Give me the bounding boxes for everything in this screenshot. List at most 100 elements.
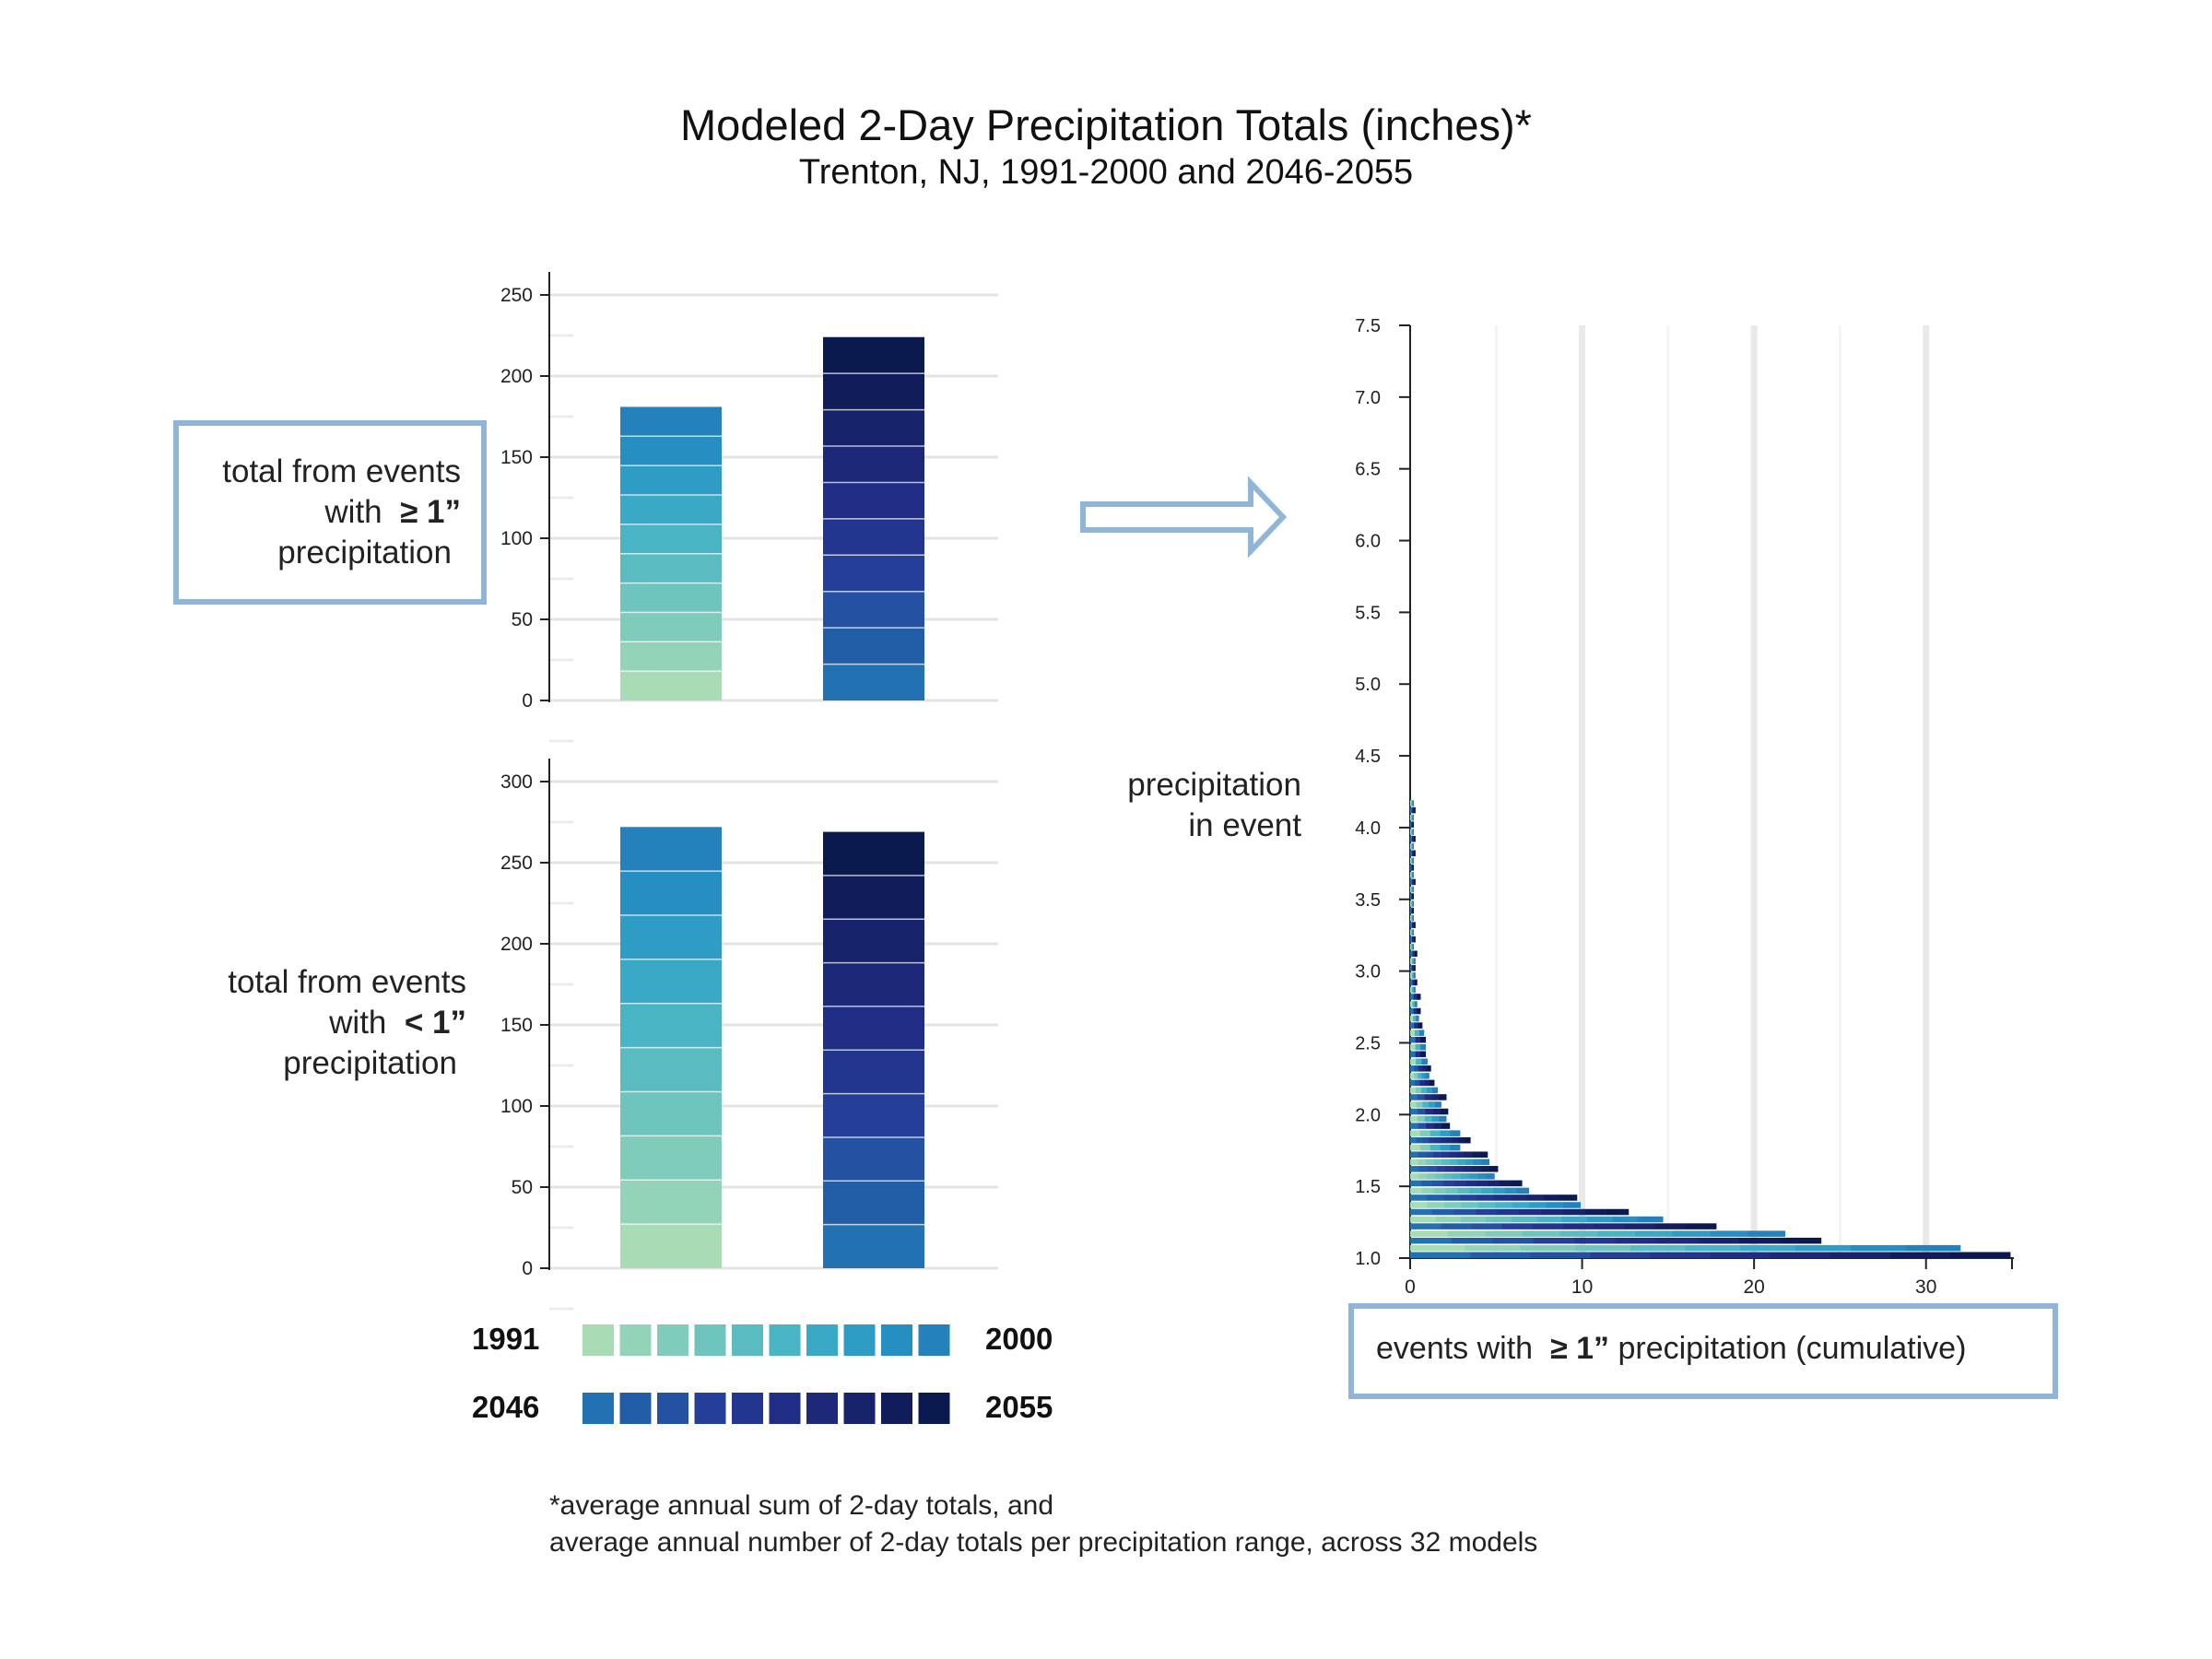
top-chart-bar-2046-2055-segment — [823, 555, 924, 592]
right-chart-bar-1991-2000-segment — [1536, 1216, 1562, 1223]
right-chart-bar-2046-2055-segment — [1476, 1208, 1499, 1216]
right-chart-bar-1991-2000-segment — [1460, 1173, 1470, 1180]
right-chart-bar-2046-2055-segment — [1443, 1194, 1461, 1201]
right-chart-bar-2046-2055-segment — [1441, 1223, 1472, 1230]
right-chart-bar-1991-2000-segment — [1410, 1001, 1413, 1007]
right-chart-bar-2046-2055-segment — [1410, 1180, 1422, 1187]
right-chart-ytick-label: 1.5 — [1355, 1177, 1381, 1197]
legend-swatch-2046-2055 — [582, 1393, 614, 1424]
bottom-chart-ytick-label: 50 — [512, 1177, 533, 1198]
right-chart-xtick-label: 0 — [1405, 1277, 1416, 1298]
right-chart-bar-2046-2055-segment — [1624, 1223, 1655, 1230]
right-chart-bar-2046-2055-segment — [1510, 1194, 1527, 1201]
right-chart-bar-1991-2000-segment — [1411, 943, 1413, 950]
right-chart-bar-2046-2055-segment — [1433, 1123, 1442, 1129]
chart-subtitle: Trenton, NJ, 1991-2000 and 2046-2055 — [798, 153, 1414, 192]
right-xlabel-box — [1348, 1303, 2058, 1399]
right-chart-bar-2046-2055-segment — [1425, 1151, 1434, 1159]
right-chart-bar-2046-2055-segment — [1445, 1166, 1454, 1172]
right-chart-bar-1991-2000-segment — [1421, 1073, 1426, 1079]
right-chart-bar-2046-2055-segment — [1426, 1065, 1431, 1072]
right-chart-bar-1991-2000-segment — [1412, 943, 1415, 950]
right-chart-bar-1991-2000-segment — [1410, 1244, 1466, 1252]
right-chart-bar-1991-2000-segment — [1445, 1187, 1458, 1194]
right-chart-bar-2046-2055-segment — [1410, 893, 1412, 900]
right-chart-bar-1991-2000-segment — [1412, 814, 1415, 821]
right-xlabel-pre: events with — [1376, 1331, 1534, 1366]
right-chart-bar-1991-2000-segment — [1411, 958, 1415, 965]
right-chart-bar-2046-2055-segment — [1418, 1022, 1423, 1029]
bottom-chart-bar-1991-2000-segment — [620, 1180, 722, 1225]
right-chart-bar-2046-2055-segment — [1446, 1136, 1453, 1144]
bottom-chart-bar-1991-2000-segment — [620, 1003, 722, 1048]
right-chart-bar-2046-2055-segment — [1410, 965, 1413, 971]
right-chart-bar-1991-2000-segment — [1433, 1187, 1446, 1194]
bottom-chart-bar-1991-2000-segment — [620, 959, 722, 1004]
right-chart-bar-1991-2000-segment — [1529, 1202, 1547, 1208]
right-chart-bar-2046-2055-segment — [1460, 1194, 1477, 1201]
right-chart-bar-1991-2000-segment — [1410, 1087, 1417, 1094]
right-chart-bar-2046-2055-segment — [1424, 1079, 1430, 1087]
right-chart-bar-1991-2000-segment — [1461, 1202, 1479, 1208]
right-chart-bar-2046-2055-segment — [1493, 1194, 1511, 1201]
legend-swatch-2046-2055 — [806, 1393, 838, 1424]
top-chart-bar-1991-2000-segment — [620, 524, 722, 554]
right-chart-ytick-label: 5.5 — [1355, 603, 1381, 623]
legend-swatch-1991-2000 — [843, 1324, 876, 1356]
right-chart-bar-2046-2055-segment — [1439, 1094, 1447, 1100]
right-chart-bar-2046-2055-segment — [1479, 1151, 1488, 1159]
right-chart-bar-1991-2000-segment — [1477, 1202, 1496, 1208]
right-chart-bar-2046-2055-segment — [1410, 1151, 1418, 1159]
top-chart-bar-2046-2055-segment — [823, 482, 924, 519]
right-chart-bar-1991-2000-segment — [1430, 1144, 1441, 1151]
bottom-label: total from events with < 1” precipitatio… — [175, 962, 466, 1084]
right-chart-bar-2046-2055-segment — [1420, 1036, 1427, 1043]
right-chart-bar-2046-2055-segment — [1416, 1136, 1423, 1144]
right-chart-bar-2046-2055-segment — [1410, 1094, 1418, 1100]
right-chart-bar-1991-2000-segment — [1435, 1216, 1462, 1223]
top-chart-bar-1991-2000-segment — [620, 465, 722, 496]
right-chart-bar-1991-2000-segment — [1411, 972, 1415, 979]
right-chart-bar-2046-2055-segment — [1410, 1051, 1416, 1058]
bottom-chart-ytick-label: 100 — [500, 1096, 533, 1117]
right-chart-bar-2046-2055-segment — [1526, 1194, 1545, 1201]
right-chart-bar-1991-2000-segment — [1413, 1015, 1417, 1022]
right-chart-bar-2046-2055-segment — [1412, 907, 1415, 914]
right-chart-bar-2046-2055-segment — [1410, 907, 1412, 914]
right-chart-bar-1991-2000-segment — [1457, 1159, 1466, 1166]
footnote: *average annual sum of 2-day totals, and… — [549, 1488, 1537, 1561]
right-chart-bar-1991-2000-segment — [1435, 1173, 1444, 1180]
right-chart-bar-1991-2000-segment — [1410, 1043, 1416, 1051]
bottom-chart-bar-2046-2055-segment — [823, 1093, 924, 1137]
right-chart-bar-1991-2000-segment — [1411, 814, 1413, 821]
right-chart-bar-2046-2055-segment — [1413, 994, 1418, 1000]
right-chart-bar-2046-2055-segment — [1519, 1208, 1542, 1216]
right-chart-bar-2046-2055-segment — [1428, 1136, 1435, 1144]
right-chart-bar-2046-2055-segment — [1443, 1180, 1455, 1187]
right-chart-bar-2046-2055-segment — [1501, 1223, 1534, 1230]
right-chart-bar-1991-2000-segment — [1850, 1244, 1906, 1252]
bottom-chart-ytick-label: 0 — [522, 1258, 533, 1279]
right-chart-bar-1991-2000-segment — [1447, 1230, 1486, 1237]
right-chart-bar-1991-2000-segment — [1410, 800, 1412, 806]
bottom-chart-bar-2046-2055-segment — [823, 831, 924, 876]
bottom-chart-ytick-label: 300 — [500, 771, 533, 793]
right-chart-bar-1991-2000-segment — [1434, 1101, 1441, 1108]
top-chart-ytick-label: 250 — [500, 285, 533, 306]
right-chart-bar-1991-2000-segment — [1410, 1144, 1421, 1151]
bottom-chart-bar-2046-2055-segment — [823, 875, 924, 920]
bottom-chart-bar-1991-2000-segment — [620, 1091, 722, 1136]
right-chart-bar-2046-2055-segment — [1830, 1252, 1891, 1258]
bottom-chart-bar-1991-2000-segment — [620, 1135, 722, 1181]
right-chart-bar-1991-2000-segment — [1412, 1001, 1416, 1007]
right-chart-bar-2046-2055-segment — [1451, 1237, 1493, 1244]
right-chart-bar-2046-2055-segment — [1422, 1136, 1429, 1144]
right-chart-bar-1991-2000-segment — [1412, 829, 1415, 835]
right-chart-bar-2046-2055-segment — [1685, 1223, 1717, 1230]
right-chart-bar-2046-2055-segment — [1413, 1007, 1418, 1015]
right-chart-bar-2046-2055-segment — [1417, 1007, 1421, 1015]
right-chart-bar-1991-2000-segment — [1495, 1202, 1513, 1208]
top-chart-bar-2046-2055-segment — [823, 628, 924, 665]
right-chart-xtick-label: 10 — [1571, 1277, 1593, 1298]
